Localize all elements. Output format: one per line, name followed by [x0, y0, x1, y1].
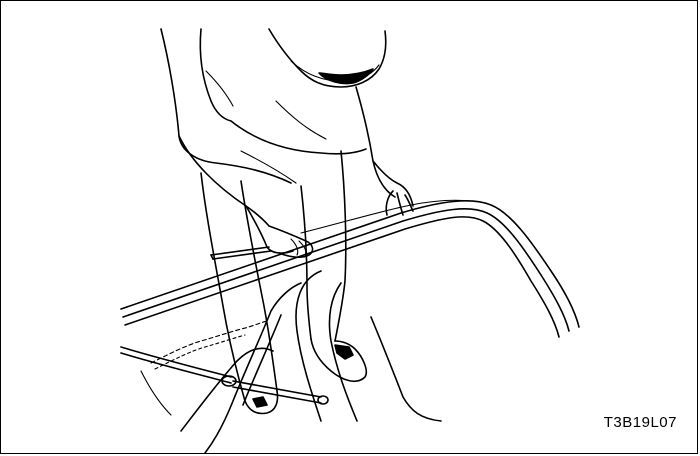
support-leg-diagonal-2 [242, 314, 282, 406]
glass-reflection-curve-inner [328, 282, 358, 422]
technician-left-leg-inner [240, 180, 278, 392]
adhesive-bead-trail-2 [154, 334, 246, 370]
technician-left-shoe-detail [252, 396, 268, 408]
technician-hair-shadow [318, 68, 374, 85]
support-rod-lower [120, 352, 232, 384]
technician-shirt-left-side [199, 28, 232, 122]
trim-tool-tip [210, 254, 214, 260]
technician-right-forearm [372, 160, 414, 207]
windshield-molding-middle-edge [122, 208, 570, 332]
adhesive-bead-trail [150, 320, 268, 364]
glass-bottom-contour [180, 347, 274, 432]
glass-lower-edge [370, 316, 442, 422]
technician-figure [160, 28, 414, 415]
support-rod-end-cap [317, 395, 329, 405]
support-rod-extension-lower [232, 386, 322, 404]
technician-shirt-hem [230, 120, 367, 155]
trim-tool-stick [210, 246, 272, 260]
technician-head [268, 28, 387, 88]
figure-reference-code: T3B19L07 [603, 414, 677, 431]
technician-sleeve-right [355, 86, 396, 198]
technician-left-leg-outer [200, 172, 246, 402]
floor-contour [140, 370, 172, 416]
technician-right-shoe [310, 338, 368, 383]
support-leg-diagonal-1 [204, 310, 272, 454]
technician-shirt-fold-2 [240, 150, 297, 184]
windshield-molding [120, 199, 580, 338]
support-rod-extension-upper [232, 380, 322, 398]
technician-sleeve-left [178, 135, 270, 227]
technician-left-shoe [244, 390, 279, 415]
technician-shirt-back [160, 28, 292, 184]
windshield-molding-lip [300, 199, 472, 234]
adhesive-bead [150, 320, 268, 370]
technician-right-shoe-laces [334, 344, 354, 360]
windshield-glass [180, 270, 442, 432]
support-rod-upper [120, 346, 232, 378]
support-rod-joint [221, 375, 237, 387]
windshield-molding-inner-edge [124, 216, 560, 338]
technician-right-leg-outer [334, 150, 347, 342]
technician-left-hand [268, 225, 314, 258]
technician-shirt-fold-1 [205, 70, 234, 107]
support-stand [120, 282, 329, 454]
technician-shirt-fold-3 [275, 100, 327, 140]
support-leg-top [270, 282, 302, 312]
